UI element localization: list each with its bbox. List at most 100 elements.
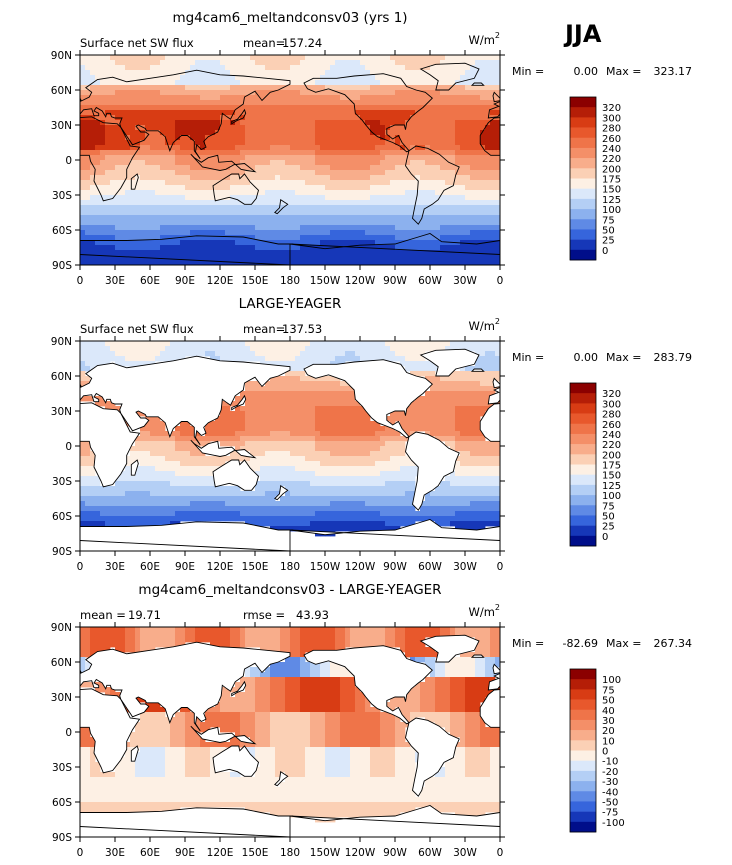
field-cell xyxy=(110,346,116,352)
field-cell xyxy=(390,356,396,362)
field-cell xyxy=(215,135,221,141)
field-cell xyxy=(345,160,351,166)
field-cell xyxy=(200,55,206,61)
field-cell xyxy=(195,240,201,246)
field-cell xyxy=(85,150,91,156)
field-cell xyxy=(330,155,336,161)
field-cell xyxy=(435,255,441,261)
field-cell xyxy=(355,401,361,407)
field-cell xyxy=(400,105,406,111)
field-cell xyxy=(120,150,126,156)
field-cell xyxy=(440,65,446,71)
field-cell xyxy=(315,90,321,96)
field-cell xyxy=(180,175,186,181)
field-cell xyxy=(130,65,136,71)
field-cell xyxy=(210,140,216,146)
field-cell xyxy=(155,421,161,427)
field-cell xyxy=(355,120,361,126)
field-cell xyxy=(230,341,236,347)
field-cell xyxy=(320,160,326,166)
field-cell xyxy=(80,205,86,211)
field-cell xyxy=(400,235,406,241)
field-cell xyxy=(190,426,196,432)
field-cell xyxy=(285,120,291,126)
field-cell xyxy=(480,391,486,397)
field-cell xyxy=(400,260,406,265)
field-cell xyxy=(455,396,461,402)
field-cell xyxy=(270,416,276,422)
field-cell xyxy=(295,95,301,101)
field-cell xyxy=(490,361,496,367)
field-cell xyxy=(260,175,266,181)
field-cell xyxy=(320,140,326,146)
field-cell xyxy=(345,416,351,422)
field-cell xyxy=(325,456,331,462)
field-cell xyxy=(110,190,116,196)
field-cell xyxy=(90,346,96,352)
field-cell xyxy=(285,245,291,251)
field-cell xyxy=(370,421,376,427)
field-cell xyxy=(155,150,161,156)
field-cell xyxy=(445,401,451,407)
field-cell xyxy=(170,190,176,196)
field-cell xyxy=(120,200,126,206)
field-cell xyxy=(330,346,336,352)
field-cell xyxy=(180,160,186,166)
field-cell xyxy=(150,356,156,362)
field-cell xyxy=(145,225,151,231)
colorbar-label: 320 xyxy=(602,103,621,114)
field-cell xyxy=(370,200,376,206)
field-cell xyxy=(135,205,141,211)
field-cell xyxy=(395,70,401,76)
field-cell xyxy=(450,175,456,181)
field-cell xyxy=(475,356,481,362)
field-cell xyxy=(450,376,456,382)
field-cell xyxy=(320,255,326,261)
field-cell xyxy=(95,145,101,151)
field-cell xyxy=(290,351,296,357)
field-cell xyxy=(260,240,266,246)
field-cell xyxy=(435,240,441,246)
field-cell xyxy=(145,135,151,141)
field-cell xyxy=(345,220,351,226)
field-cell xyxy=(110,140,116,146)
field-cell xyxy=(200,351,206,357)
field-cell xyxy=(445,90,451,96)
field-cell xyxy=(240,70,246,76)
field-cell xyxy=(340,150,346,156)
field-cell xyxy=(325,85,331,91)
field-cell xyxy=(360,421,366,427)
field-cell xyxy=(330,85,336,91)
field-cell xyxy=(215,416,221,422)
field-cell xyxy=(275,401,281,407)
field-cell xyxy=(380,230,386,236)
field-cell xyxy=(270,120,276,126)
field-cell xyxy=(125,185,131,191)
field-cell xyxy=(215,65,221,71)
field-cell xyxy=(425,185,431,191)
field-cell xyxy=(255,185,261,191)
field-cell xyxy=(205,140,211,146)
field-cell xyxy=(95,115,101,121)
field-cell xyxy=(205,260,211,265)
field-cell xyxy=(115,406,121,412)
field-cell xyxy=(240,90,246,96)
field-cell xyxy=(125,70,131,76)
field-cell xyxy=(300,75,306,81)
field-cell xyxy=(215,210,221,216)
field-cell xyxy=(415,200,421,206)
field-cell xyxy=(470,60,476,66)
field-cell xyxy=(460,411,466,417)
field-cell xyxy=(315,230,321,236)
field-cell xyxy=(420,371,426,377)
field-cell xyxy=(210,185,216,191)
field-cell xyxy=(305,75,311,81)
field-cell xyxy=(210,180,216,186)
field-cell xyxy=(275,426,281,432)
field-cell xyxy=(475,361,481,367)
field-cell xyxy=(375,456,381,462)
field-cell xyxy=(490,170,496,176)
field-cell xyxy=(285,240,291,246)
field-cell xyxy=(100,115,106,121)
field-cell xyxy=(210,55,216,61)
